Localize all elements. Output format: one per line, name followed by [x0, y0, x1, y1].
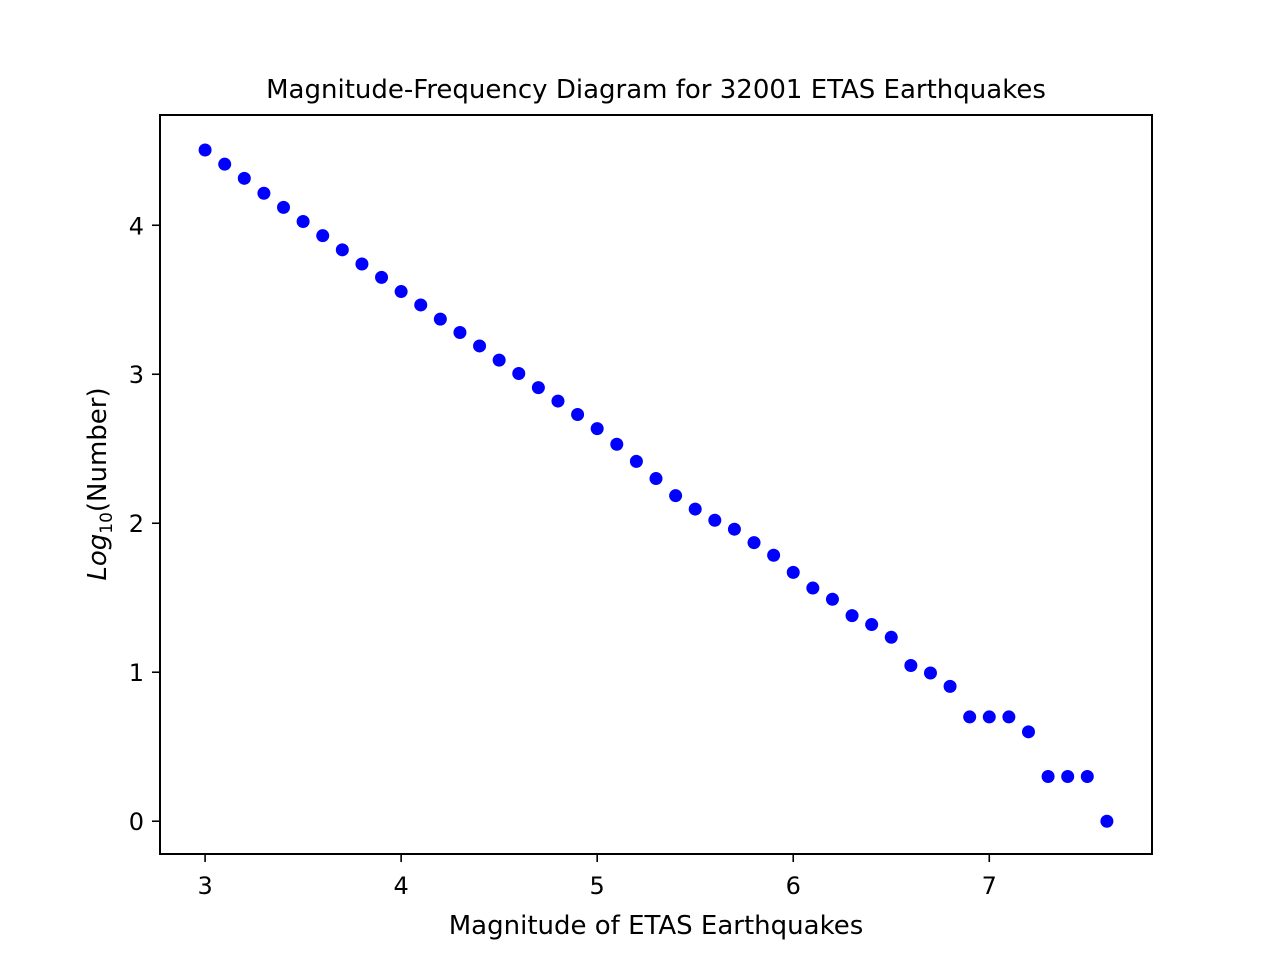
data-point — [335, 243, 349, 257]
y-axis-label: Log10(Number) — [83, 387, 117, 580]
data-points — [198, 143, 1114, 828]
x-tick-label: 7 — [982, 872, 997, 900]
data-point — [551, 394, 565, 408]
data-point — [786, 565, 800, 579]
y-tick-label: 0 — [129, 808, 144, 836]
data-point — [923, 666, 937, 680]
data-point — [649, 472, 663, 486]
data-point — [277, 200, 291, 214]
data-point — [218, 157, 232, 171]
data-point — [571, 407, 585, 421]
data-point — [904, 659, 918, 673]
x-tick-label: 3 — [197, 872, 212, 900]
data-point — [825, 592, 839, 606]
data-point — [669, 489, 683, 503]
x-axis: 3 4 5 6 7 — [197, 854, 997, 900]
data-point — [747, 536, 761, 550]
data-point — [590, 422, 604, 436]
data-point — [806, 581, 820, 595]
y-tick-label: 3 — [129, 361, 144, 389]
data-point — [433, 312, 447, 326]
data-point — [727, 522, 741, 536]
y-tick-label: 2 — [129, 510, 144, 538]
data-point — [688, 502, 702, 516]
data-point — [884, 630, 898, 644]
x-tick-label: 5 — [590, 872, 605, 900]
x-tick-label: 6 — [786, 872, 801, 900]
data-point — [453, 326, 467, 340]
data-point — [1100, 814, 1114, 828]
data-point — [982, 710, 996, 724]
x-tick-label: 4 — [393, 872, 408, 900]
data-point — [767, 548, 781, 562]
y-axis-label-subscript: 10 — [97, 512, 117, 534]
data-point — [355, 257, 369, 271]
data-point — [237, 171, 251, 185]
data-point — [1021, 725, 1035, 739]
data-point — [845, 609, 859, 623]
data-point — [963, 710, 977, 724]
data-point — [198, 143, 212, 157]
data-point — [257, 186, 271, 200]
data-point — [1041, 770, 1055, 784]
data-point — [316, 229, 330, 243]
data-point — [473, 339, 487, 353]
chart-title: Magnitude-Frequency Diagram for 32001 ET… — [266, 75, 1046, 105]
plot-frame — [159, 114, 1153, 855]
data-point — [1002, 710, 1016, 724]
data-point — [708, 513, 722, 527]
data-point — [296, 215, 310, 229]
data-point — [1061, 770, 1075, 784]
y-tick-label: 4 — [129, 212, 144, 240]
y-axis-label-base: Log — [83, 534, 113, 581]
x-axis-label: Magnitude of ETAS Earthquakes — [449, 911, 864, 941]
data-point — [492, 353, 506, 367]
data-point — [1080, 770, 1094, 784]
y-axis: 0 1 2 3 4 — [129, 212, 160, 836]
data-point — [610, 437, 624, 451]
data-point — [414, 298, 428, 312]
data-point — [531, 381, 545, 395]
y-axis-label-rest: (Number) — [83, 387, 113, 512]
data-point — [375, 270, 389, 284]
data-point — [394, 285, 408, 299]
data-point — [629, 454, 643, 468]
data-point — [512, 367, 526, 381]
data-point — [865, 618, 879, 632]
y-tick-label: 1 — [129, 659, 144, 687]
data-point — [943, 679, 957, 693]
